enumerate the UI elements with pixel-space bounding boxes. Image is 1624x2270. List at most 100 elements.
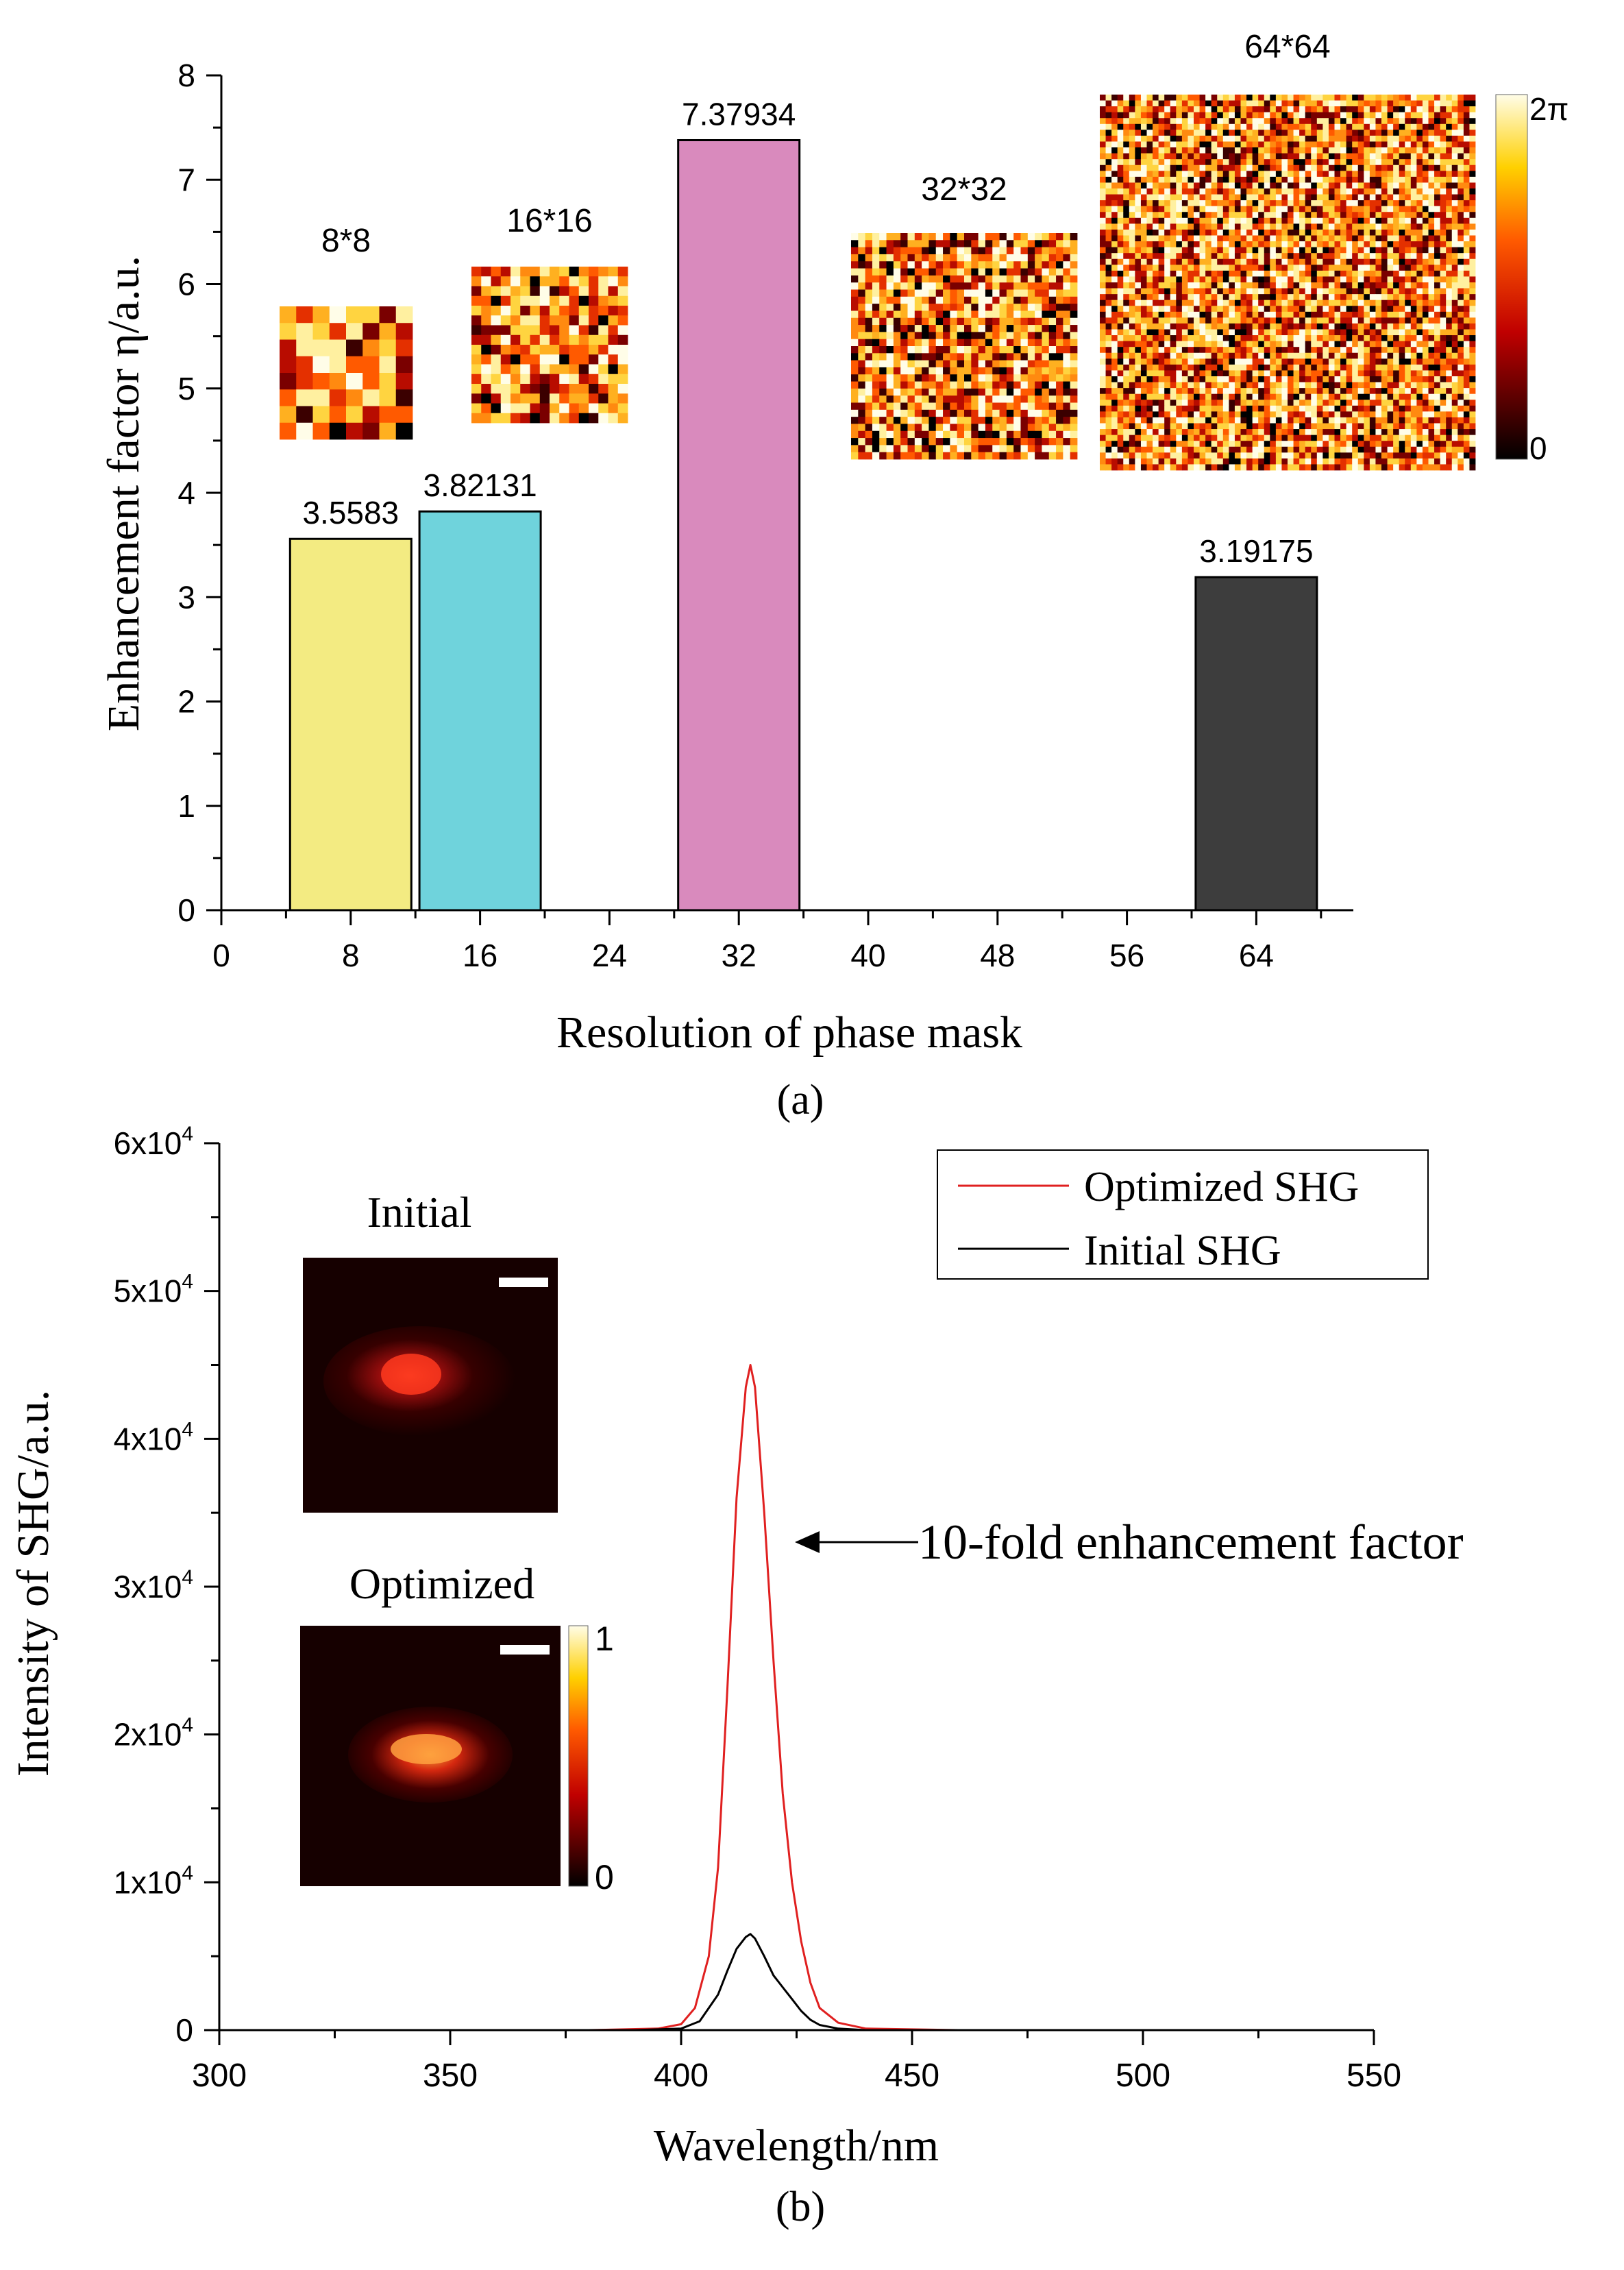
phase-mask-pixel (1140, 393, 1147, 400)
phase-mask-pixel (1246, 223, 1253, 230)
phase-mask-pixel (1463, 417, 1470, 424)
phase-mask-pixel (1042, 409, 1050, 417)
phase-mask-pixel (935, 317, 944, 326)
phase-mask-pixel (1334, 130, 1341, 136)
phase-mask-pixel (1006, 275, 1014, 283)
phase-mask-pixel (858, 332, 866, 340)
phase-mask-pixel (1123, 188, 1130, 195)
phase-mask-pixel (985, 395, 993, 403)
phase-mask-pixel (1334, 135, 1341, 142)
phase-mask-pixel (1405, 241, 1412, 248)
phase-mask-pixel (1100, 241, 1106, 248)
phase-mask-pixel (893, 289, 901, 297)
phase-mask-pixel (1340, 171, 1347, 178)
phase-mask-pixel (1275, 123, 1282, 130)
phase-mask-pixel (1188, 164, 1194, 171)
phase-mask-pixel (1422, 335, 1429, 342)
phase-mask-pixel (1240, 265, 1247, 271)
phase-mask-pixel (1364, 112, 1370, 119)
phase-mask-pixel (1100, 123, 1106, 130)
phase-mask-pixel (950, 402, 958, 411)
phase-mask-pixel (1158, 341, 1165, 347)
phase-mask-pixel (1446, 182, 1453, 189)
phase-mask-pixel (1129, 306, 1135, 313)
phase-mask-pixel (893, 339, 901, 347)
phase-mask-pixel (1217, 358, 1224, 365)
phase-mask-pixel (1334, 282, 1341, 289)
phase-mask-pixel (1164, 329, 1171, 336)
phase-mask-pixel (1440, 376, 1447, 382)
phase-mask-pixel (1264, 130, 1270, 136)
phase-mask-pixel (1364, 329, 1370, 336)
phase-mask-pixel (1422, 164, 1429, 171)
phase-mask-pixel (1246, 270, 1253, 277)
phase-mask-pixel (999, 424, 1007, 432)
phase-mask-pixel (1035, 275, 1042, 283)
phase-mask-pixel (1281, 288, 1288, 295)
phase-mask-pixel (1416, 217, 1423, 224)
phase-mask-pixel (1434, 400, 1441, 406)
phase-mask-pixel (1369, 212, 1376, 219)
phase-mask-pixel (1434, 223, 1441, 230)
phase-mask-pixel (1042, 268, 1050, 276)
phase-mask-pixel (1170, 106, 1177, 113)
phase-mask-pixel (1135, 370, 1142, 377)
phase-mask-pixel (1328, 294, 1335, 301)
phase-mask-pixel (1170, 212, 1177, 219)
phase-mask-pixel (1428, 241, 1435, 248)
phase-mask-pixel (1410, 300, 1417, 306)
phase-mask-pixel (1240, 194, 1247, 201)
phase-mask-pixel (1234, 265, 1241, 271)
phase-mask-pixel (312, 422, 330, 440)
phase-mask-pixel (1153, 294, 1159, 301)
phase-mask-pixel (1111, 176, 1118, 183)
phase-mask-pixel (1027, 346, 1035, 354)
phase-mask-pixel (1111, 417, 1118, 424)
phase-mask-pixel (1234, 206, 1241, 212)
phase-mask-pixel (569, 374, 580, 385)
phase-mask-pixel (1240, 294, 1247, 301)
phase-mask-pixel (1299, 400, 1306, 406)
phase-mask-pixel (935, 381, 944, 389)
phase-mask-pixel (1387, 141, 1394, 148)
phase-mask-pixel (943, 289, 950, 297)
phase-mask-pixel (1117, 300, 1124, 306)
phase-mask-pixel (1428, 235, 1435, 242)
phase-mask-pixel (1422, 370, 1429, 377)
phase-mask-pixel (1170, 329, 1177, 336)
phase-mask-pixel (1246, 147, 1253, 154)
phase-mask-pixel (1199, 341, 1206, 347)
phase-mask-pixel (1434, 258, 1441, 265)
phase-mask-pixel (886, 240, 894, 248)
phase-mask-pixel (1205, 130, 1212, 136)
phase-mask-pixel (1170, 288, 1177, 295)
phase-mask-pixel (589, 413, 599, 424)
phase-mask-pixel (922, 325, 929, 332)
phase-mask-pixel (928, 388, 937, 396)
phase-mask-pixel (1393, 276, 1400, 283)
phase-mask-pixel (1070, 346, 1078, 354)
phase-mask-pixel (1405, 335, 1412, 342)
phase-mask-pixel (1440, 411, 1447, 418)
phase-mask-pixel (1375, 323, 1382, 330)
phase-mask-pixel (851, 282, 859, 290)
phase-mask-pixel (1234, 100, 1241, 107)
phase-mask-pixel (1446, 159, 1453, 166)
phase-mask-pixel (1275, 364, 1282, 371)
phase-mask-pixel (1056, 296, 1063, 304)
phase-mask-pixel (1222, 171, 1229, 178)
phase-mask-pixel (1020, 353, 1029, 361)
phase-mask-pixel (1352, 382, 1359, 389)
phase-mask-pixel (520, 413, 530, 424)
phase-mask-pixel (935, 240, 944, 248)
phase-mask-pixel (1410, 317, 1417, 324)
phase-mask-pixel (1217, 247, 1224, 254)
phase-mask-32 (851, 233, 1078, 460)
phase-mask-pixel (1264, 176, 1270, 183)
phase-mask-pixel (1463, 317, 1470, 324)
phase-mask-pixel (1246, 106, 1253, 113)
phase-mask-pixel (1340, 106, 1347, 113)
phase-mask-pixel (1264, 335, 1270, 342)
phase-mask-pixel (1042, 402, 1050, 411)
phase-mask-pixel (1246, 352, 1253, 359)
